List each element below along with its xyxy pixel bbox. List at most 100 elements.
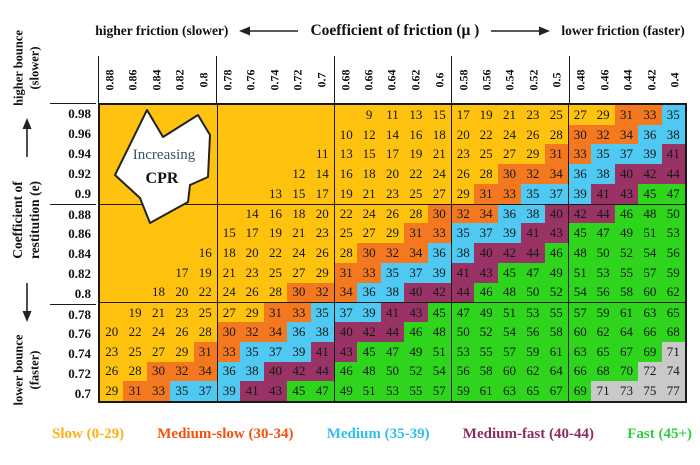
row-label: 0.88 [50, 204, 96, 224]
heatmap-cell: 40 [474, 243, 498, 263]
heatmap-cell [100, 144, 124, 165]
heatmap-cell: 20 [380, 164, 405, 184]
heatmap-cell [170, 124, 194, 145]
heatmap-cell: 39 [216, 381, 241, 401]
heatmap-cell: 62 [591, 322, 615, 342]
heatmap-cell [287, 124, 311, 145]
heatmap-cell: 49 [333, 381, 358, 401]
heatmap-cell: 19 [404, 144, 428, 165]
heatmap-cell [123, 183, 147, 204]
heatmap-cell: 52 [474, 322, 498, 342]
heatmap-cell: 29 [310, 262, 334, 283]
heatmap-cell: 40 [614, 164, 639, 184]
heatmap-cell: 19 [333, 183, 358, 204]
heatmap-cell: 41 [521, 223, 545, 244]
heatmap-cell: 51 [427, 341, 451, 362]
heatmap-cell: 30 [497, 164, 522, 184]
heatmap-cell: 41 [310, 341, 334, 362]
heatmap-cell: 45 [287, 381, 311, 401]
heatmap-cell: 25 [263, 262, 288, 283]
heatmap-cell: 35 [380, 262, 405, 283]
heatmap-cell: 10 [333, 124, 358, 145]
heatmap-cell: 33 [638, 105, 662, 125]
column-header: 0.78 [215, 56, 240, 103]
heatmap-cell: 67 [544, 381, 568, 401]
heatmap-cell [193, 124, 217, 145]
heatmap-cell: 42 [427, 282, 451, 303]
legend-item-medium-fast: Medium-fast (40-44) [462, 426, 595, 442]
heatmap-cell: 19 [263, 223, 288, 244]
heatmap-cell: 71 [591, 381, 615, 401]
heatmap-cell: 59 [450, 381, 475, 401]
heatmap-cell: 16 [263, 203, 288, 224]
heatmap-cell [263, 105, 288, 125]
heatmap-cell: 17 [380, 144, 405, 165]
row-label: 0.72 [68, 366, 91, 381]
heatmap-cell: 43 [404, 302, 428, 323]
heatmap-cell: 41 [450, 262, 475, 283]
heatmap-cell [193, 144, 217, 165]
y-axis-title: Coefficient of restitution (e) [10, 180, 42, 260]
heatmap-cell: 77 [661, 381, 685, 401]
row-label: 0.78 [50, 304, 96, 324]
heatmap-cell: 55 [614, 262, 639, 283]
heatmap-cell: 59 [591, 302, 615, 323]
heatmap-cell: 63 [567, 341, 592, 362]
heatmap-cell: 61 [614, 302, 639, 323]
heatmap-cell: 39 [357, 302, 381, 323]
heatmap-cell: 37 [544, 183, 568, 204]
row-label: 0.9 [74, 186, 91, 201]
heatmap-cell: 32 [240, 322, 264, 342]
heatmap-cell: 20 [450, 124, 475, 145]
heatmap-cell: 26 [170, 322, 194, 342]
legend-item-fast: Fast (45+) [627, 426, 692, 442]
heatmap-cell: 14 [380, 124, 405, 145]
heatmap-cell [146, 243, 171, 263]
column-header: 0.76 [243, 69, 258, 90]
row-label: 0.98 [68, 106, 91, 121]
heatmap-cell: 43 [614, 183, 639, 204]
heatmap-cell [146, 223, 171, 244]
heatmap-cell: 54 [638, 243, 662, 263]
heatmap-cell [170, 144, 194, 165]
heatmap-cell: 53 [591, 262, 615, 283]
heatmap-cell [240, 164, 264, 184]
heatmap-cell: 19 [193, 262, 217, 283]
column-header: 0.54 [502, 69, 517, 90]
heatmap-cell: 71 [661, 341, 685, 362]
heatmap-cell [193, 105, 217, 125]
heatmap-cell [146, 164, 171, 184]
heatmap-cell: 20 [170, 282, 194, 303]
heatmap-cell: 18 [287, 203, 311, 224]
heatmap-cell: 38 [521, 203, 545, 224]
heatmap-cell: 46 [544, 243, 568, 263]
x-axis-header: higher friction (slower) Coefficient of … [85, 18, 695, 44]
heatmap-cell [263, 164, 288, 184]
heatmap-cell: 26 [240, 282, 264, 303]
heatmap-cell [100, 223, 124, 244]
column-header: 0.82 [172, 69, 187, 90]
column-header: 0.56 [479, 69, 494, 90]
heatmap-cell: 26 [100, 361, 124, 382]
heatmap-cell: 29 [170, 341, 194, 362]
heatmap-cell: 74 [661, 361, 685, 382]
heatmap-cell: 46 [404, 322, 428, 342]
heatmap-cell: 57 [497, 341, 522, 362]
heatmap-cell: 25 [474, 144, 498, 165]
heatmap-cell: 48 [497, 282, 522, 303]
legend: Slow (0-29) Medium-slow (30-34) Medium (… [52, 426, 692, 443]
heatmap-cell: 50 [521, 282, 545, 303]
column-header: 0.86 [125, 69, 140, 90]
heatmap-cell: 11 [380, 105, 405, 125]
heatmap-cell [216, 164, 241, 184]
heatmap-cell: 42 [497, 243, 522, 263]
heatmap-cell: 45 [357, 341, 381, 362]
heatmap-cell: 20 [240, 243, 264, 263]
heatmap-cell [100, 302, 124, 323]
heatmap-cell: 26 [380, 203, 405, 224]
heatmap-cell: 13 [333, 144, 358, 165]
heatmap-cell: 36 [287, 322, 311, 342]
heatmap-cell: 38 [240, 361, 264, 382]
heatmap-cell: 53 [380, 381, 405, 401]
heatmap-cell: 15 [216, 223, 241, 244]
